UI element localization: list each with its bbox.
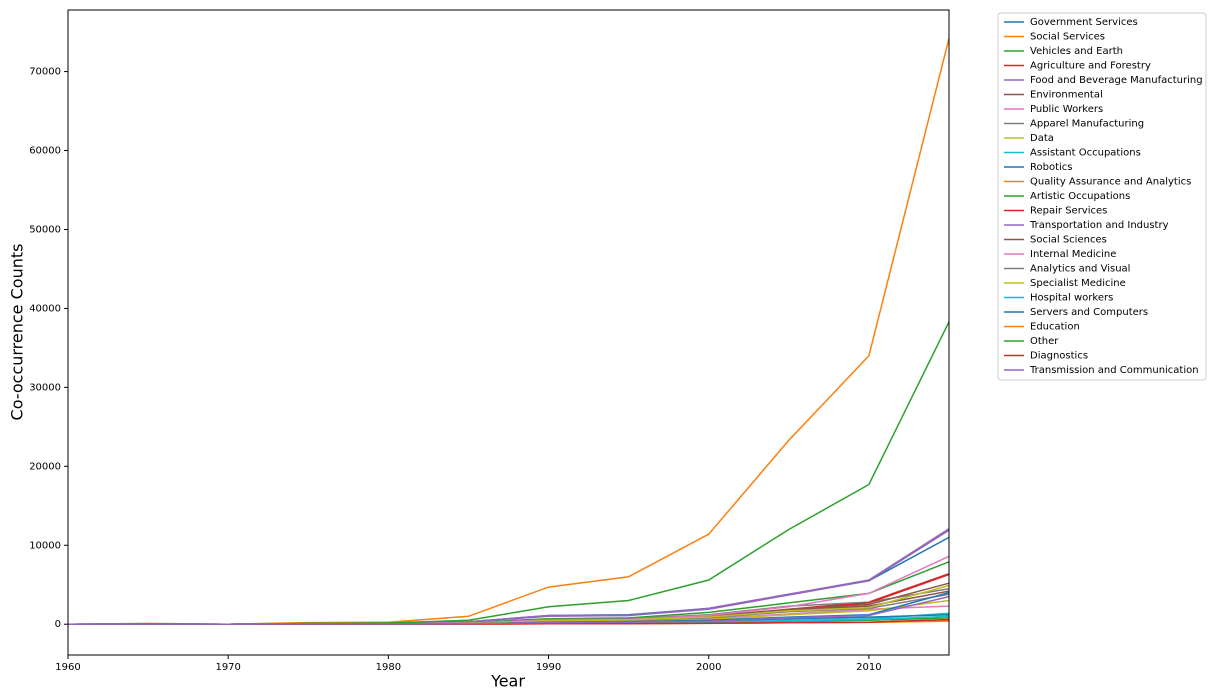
legend-label: Internal Medicine <box>1030 249 1116 260</box>
legend-label: Vehicles and Earth <box>1030 46 1123 57</box>
legend-label: Analytics and Visual <box>1030 264 1130 275</box>
legend-label: Servers and Computers <box>1030 307 1148 318</box>
legend-label: Food and Beverage Manufacturing <box>1030 75 1203 86</box>
x-tick-label: 2000 <box>696 662 721 673</box>
legend-label: Quality Assurance and Analytics <box>1030 177 1191 188</box>
legend-label: Government Services <box>1030 17 1138 28</box>
legend-label: Assistant Occupations <box>1030 148 1141 159</box>
y-tick-label: 50000 <box>29 224 61 235</box>
legend-label: Public Workers <box>1030 104 1103 115</box>
y-tick-label: 0 <box>55 619 61 630</box>
legend-label: Agriculture and Forestry <box>1030 61 1151 72</box>
series-line <box>67 321 950 625</box>
y-tick-label: 30000 <box>29 382 61 393</box>
x-tick-label: 1960 <box>55 662 80 673</box>
y-tick-label: 10000 <box>29 540 61 551</box>
plot-frame <box>67 9 950 656</box>
series-line <box>67 561 950 625</box>
x-tick-label: 2010 <box>856 662 881 673</box>
legend-label: Education <box>1030 322 1080 333</box>
series-line <box>68 595 950 625</box>
legend-label: Social Services <box>1030 32 1105 43</box>
legend-label: Environmental <box>1030 90 1103 101</box>
x-axis-label: Year <box>490 672 525 691</box>
y-tick-label: 40000 <box>29 303 61 314</box>
y-tick-label: 20000 <box>29 461 61 472</box>
x-tick-label: 1980 <box>376 662 401 673</box>
x-tick-label: 1970 <box>215 662 240 673</box>
legend-label: Repair Services <box>1030 206 1107 217</box>
y-axis-label: Co-occurrence Counts <box>8 244 27 421</box>
series-line <box>67 38 950 625</box>
legend-label: Transportation and Industry <box>1029 220 1169 231</box>
legend-box <box>997 12 1207 381</box>
y-tick-label: 70000 <box>29 67 61 78</box>
legend-label: Specialist Medicine <box>1030 278 1126 289</box>
legend-label: Diagnostics <box>1030 351 1088 362</box>
legend-label: Other <box>1030 336 1059 347</box>
legend-label: Data <box>1030 133 1054 144</box>
x-tick-label: 1990 <box>536 662 561 673</box>
legend-label: Hospital workers <box>1030 293 1113 304</box>
legend-label: Social Sciences <box>1030 235 1107 246</box>
y-tick-label: 60000 <box>29 146 61 157</box>
legend-label: Transmission and Communication <box>1029 365 1199 376</box>
legend-label: Apparel Manufacturing <box>1030 119 1144 130</box>
legend-label: Robotics <box>1030 162 1073 173</box>
legend-label: Artistic Occupations <box>1030 191 1130 202</box>
